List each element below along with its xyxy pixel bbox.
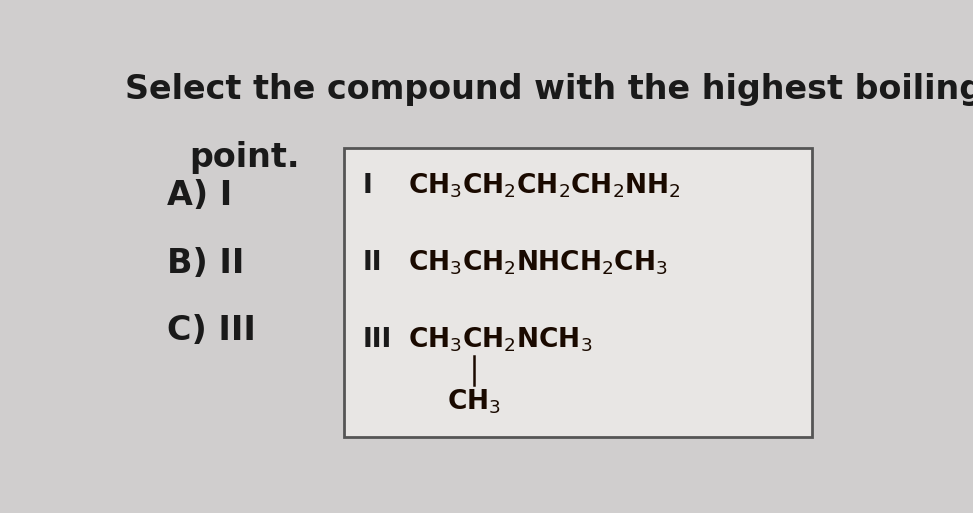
Text: Select the compound with the highest boiling: Select the compound with the highest boi… — [126, 73, 973, 106]
Text: II: II — [363, 250, 382, 276]
Text: B) II: B) II — [167, 247, 244, 280]
Text: CH$_3$CH$_2$CH$_2$CH$_2$NH$_2$: CH$_3$CH$_2$CH$_2$CH$_2$NH$_2$ — [409, 172, 680, 200]
FancyBboxPatch shape — [344, 148, 811, 437]
Text: III: III — [363, 327, 392, 353]
Text: point.: point. — [190, 141, 300, 173]
Text: C) III: C) III — [167, 313, 256, 347]
Text: CH$_3$CH$_2$NHCH$_2$CH$_3$: CH$_3$CH$_2$NHCH$_2$CH$_3$ — [409, 249, 668, 277]
Text: A) I: A) I — [167, 180, 233, 212]
Text: CH$_3$: CH$_3$ — [448, 387, 501, 416]
Text: I: I — [363, 173, 373, 199]
Text: CH$_3$CH$_2$NCH$_3$: CH$_3$CH$_2$NCH$_3$ — [409, 326, 593, 354]
